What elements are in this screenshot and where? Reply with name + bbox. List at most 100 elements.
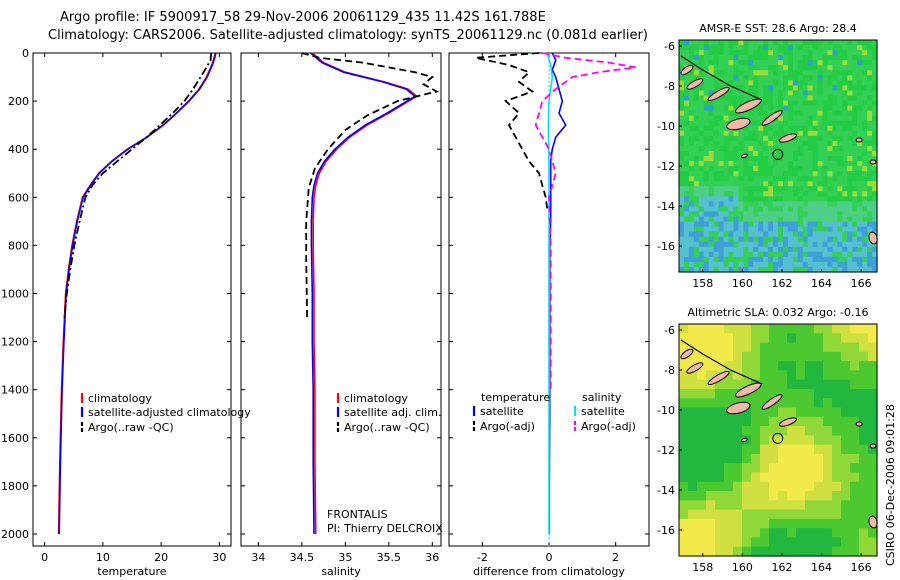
map-cell <box>703 266 710 273</box>
map-cell <box>792 60 799 66</box>
map-cell <box>814 379 824 390</box>
map-cell <box>872 50 878 56</box>
map-cell <box>822 241 829 248</box>
x-tick-label: 162 <box>771 561 792 574</box>
map-cell <box>760 518 770 529</box>
map-cell <box>683 105 690 112</box>
map-cell <box>758 85 764 92</box>
map-cell <box>708 55 715 61</box>
map-cell <box>703 105 710 112</box>
map-cell <box>758 55 764 61</box>
map-cell <box>782 115 789 122</box>
map-cell <box>773 236 779 243</box>
map-cell <box>742 453 752 464</box>
map-cell <box>807 166 814 172</box>
map-cell <box>743 50 749 56</box>
map-cell <box>827 196 834 202</box>
map-cell <box>872 80 878 86</box>
map-cell <box>852 40 858 46</box>
map-cell <box>805 463 815 474</box>
map-cell <box>742 546 752 557</box>
map-cell <box>823 509 833 520</box>
map-cell <box>814 453 824 464</box>
map-cell <box>862 251 868 258</box>
map-cell <box>688 110 695 117</box>
map-cell <box>827 105 834 112</box>
map-cell <box>792 171 799 177</box>
map-cell <box>748 241 754 248</box>
map-cell <box>827 261 834 268</box>
map-cell <box>827 161 834 167</box>
map-cell <box>797 166 804 172</box>
map-cell <box>778 398 788 409</box>
map-cell <box>768 211 774 218</box>
map-cell <box>797 80 804 86</box>
map-cell <box>703 156 710 162</box>
map-cell <box>723 105 730 112</box>
map-cell <box>862 145 868 152</box>
map-cell <box>852 135 858 142</box>
map-cell <box>688 226 695 233</box>
map-cell <box>724 481 734 492</box>
map-cell <box>852 85 858 92</box>
map-cell <box>859 481 869 492</box>
map-cell <box>859 491 869 501</box>
map-cell <box>688 171 695 177</box>
map-cell <box>847 45 853 51</box>
map-cell <box>728 145 735 152</box>
map-cell <box>768 95 774 102</box>
map-cell <box>715 435 725 446</box>
map-cell <box>805 398 815 409</box>
map-cell <box>724 333 734 344</box>
map-cell <box>738 80 744 86</box>
map-cell <box>822 251 829 258</box>
map-cell <box>842 176 848 182</box>
coastline <box>680 55 763 101</box>
map-cell <box>723 65 730 71</box>
map-cell <box>792 191 799 197</box>
map-cell <box>807 70 814 76</box>
map-cell <box>698 65 705 71</box>
map-cell <box>812 181 819 187</box>
map-cell <box>723 75 730 81</box>
map-cell <box>748 140 754 147</box>
map-cell <box>758 150 764 157</box>
coastline <box>680 339 763 385</box>
map-cell <box>683 261 690 268</box>
map-cell <box>812 50 819 56</box>
map-cell <box>679 500 689 511</box>
map-cell <box>782 201 789 208</box>
map-cell <box>787 125 794 132</box>
map-cell <box>805 444 815 455</box>
island-shape <box>740 437 748 443</box>
map-cell <box>852 105 858 112</box>
map-cell <box>802 226 809 233</box>
map-cell <box>751 435 761 446</box>
map-cell <box>823 491 833 501</box>
map-title-1: AMSR-E SST: 28.6 Argo: 28.4 <box>699 22 857 35</box>
map-cell <box>832 388 842 399</box>
map-cell <box>827 206 834 213</box>
map-cell <box>796 463 806 474</box>
map-cell <box>857 75 863 81</box>
map-cell <box>797 221 804 228</box>
map-cell <box>748 40 754 46</box>
map-cell <box>753 50 759 56</box>
map-cell <box>868 444 878 455</box>
map-cell <box>703 95 710 102</box>
legend-item-argo: Argo(..raw -QC) <box>344 421 430 434</box>
map-cell <box>787 453 797 464</box>
map-cell <box>867 135 873 142</box>
x-axis-label: salinity <box>321 565 361 578</box>
map-cell <box>753 45 759 51</box>
map-cell <box>773 196 779 202</box>
map-cell <box>778 50 784 56</box>
map-cell <box>733 246 739 253</box>
map-cell <box>796 416 806 427</box>
map-cell <box>698 171 705 177</box>
map-cell <box>693 256 700 263</box>
map-cell <box>688 120 695 127</box>
map-cell <box>698 181 705 187</box>
map-cell <box>805 472 815 483</box>
map-cell <box>837 186 843 192</box>
